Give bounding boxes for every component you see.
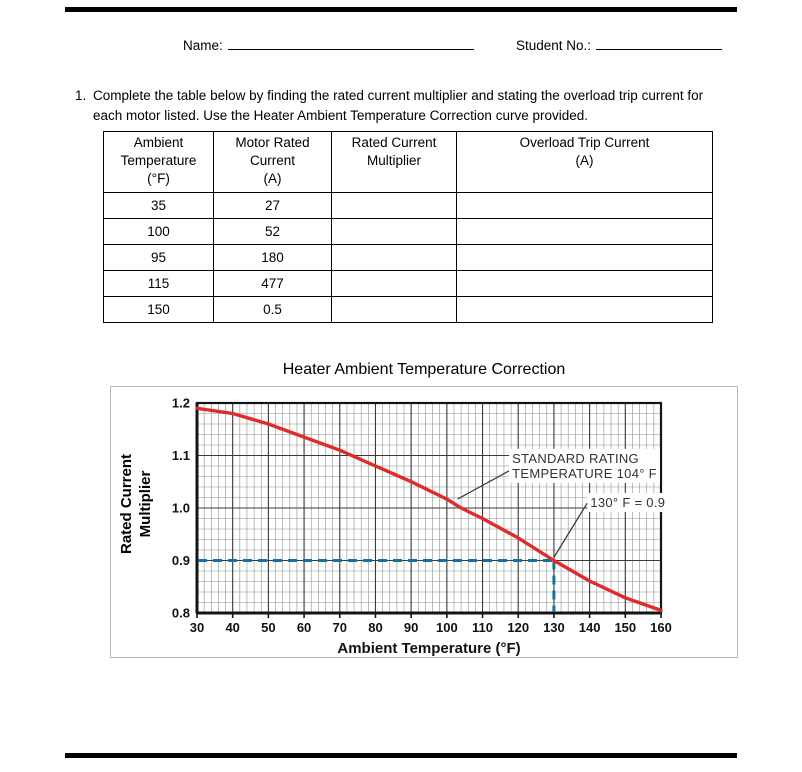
x-tick-label: 80 [368,620,382,635]
table-row: 115 477 [103,270,713,297]
annotation-leader-line [457,470,510,500]
cell-ambient-temp: 35 [103,192,214,219]
table-row: 95 180 [103,244,713,271]
name-field-group: Name: [183,36,474,53]
header-rated-current-multiplier: Rated Current Multiplier [331,131,457,193]
y-tick-label: 1.0 [172,501,190,516]
x-tick-label: 130 [543,620,565,635]
x-axis-title: Ambient Temperature (°F) [337,640,520,657]
x-tick-label: 50 [261,620,275,635]
table-row: 100 52 [103,218,713,245]
cell-motor-current: 477 [213,270,332,297]
cell-ambient-temp: 95 [103,244,214,271]
cell-trip-current-answer[interactable] [456,244,713,271]
y-tick-label: 1.2 [172,396,190,411]
cell-trip-current-answer[interactable] [456,218,713,245]
bottom-rule [65,753,737,758]
cell-trip-current-answer[interactable] [456,296,713,323]
svg-text:STANDARD RATING: STANDARD RATING [512,451,639,466]
name-blank[interactable] [227,36,474,50]
chart-title: Heater Ambient Temperature Correction [282,361,566,378]
cell-ambient-temp: 115 [103,270,214,297]
name-label: Name: [183,38,223,53]
svg-text:130° F = 0.9: 130° F = 0.9 [590,495,665,510]
y-tick-label: 0.9 [172,553,190,568]
y-tick-label: 0.8 [172,606,190,621]
table-row: 150 0.5 [103,296,713,323]
x-tick-label: 110 [472,620,493,635]
correction-curve [195,406,663,613]
chart-annotation: 130° F = 0.9 [587,492,669,512]
x-tick-label: 160 [650,620,672,635]
x-tick-label: 140 [579,620,601,635]
cell-motor-current: 0.5 [213,296,332,323]
x-tick-label: 70 [333,620,347,635]
question-1: 1. Complete the table below by finding t… [75,86,737,125]
heater-correction-chart: 30 40 50 60 70 80 90 100 110 120 130 140 150 160 1.2 1.… [172,396,672,658]
question-number: 1. [75,88,87,103]
table-row: 35 27 [103,192,713,219]
cell-motor-current: 52 [213,218,332,245]
x-tick-label: 100 [436,620,458,635]
table-header-row: Ambient Temperature (°F) Motor Rated Cur… [103,131,713,193]
answer-table: Ambient Temperature (°F) Motor Rated Cur… [103,131,713,323]
x-tick-label: 40 [225,620,239,635]
x-tick-label: 30 [190,620,204,635]
cell-multiplier-answer[interactable] [331,296,457,323]
svg-text:TEMPERATURE 104° F: TEMPERATURE 104° F [512,466,657,481]
chart-grid [196,402,662,614]
cell-motor-current: 180 [213,244,332,271]
top-rule [65,7,737,12]
x-tick-label: 150 [614,620,636,635]
cell-multiplier-answer[interactable] [331,192,457,219]
student-no-label: Student No.: [516,38,592,53]
question-text: Complete the table below by finding the … [93,88,704,123]
cell-multiplier-answer[interactable] [331,244,457,271]
cell-trip-current-answer[interactable] [456,192,713,219]
y-tick-label: 1.1 [172,448,190,463]
annotation-leader-line [553,502,588,558]
cell-multiplier-answer[interactable] [331,270,457,297]
header-motor-rated-current: Motor Rated Current (A) [213,131,332,193]
x-tick-label: 90 [404,620,418,635]
header-overload-trip-current: Overload Trip Current (A) [456,131,713,193]
chart-box: Rated Current Multiplier 30 40 50 60 70 80 90 1… [110,386,738,658]
x-tick-label: 120 [507,620,529,635]
cell-ambient-temp: 150 [103,296,214,323]
cell-multiplier-answer[interactable] [331,218,457,245]
x-tick-label: 60 [297,620,311,635]
header-ambient-temperature: Ambient Temperature (°F) [103,131,214,193]
student-no-blank[interactable] [596,36,723,50]
cell-trip-current-answer[interactable] [456,270,713,297]
cell-ambient-temp: 100 [103,218,214,245]
cell-motor-current: 27 [213,192,332,219]
student-no-field-group: Student No.: [516,36,723,53]
